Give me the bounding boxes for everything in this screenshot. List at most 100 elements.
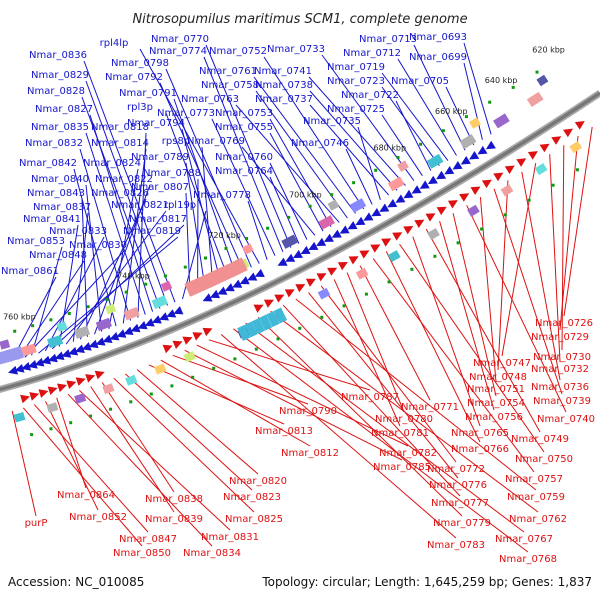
reverse-label-line [501, 163, 537, 357]
reverse-gene-arrow [414, 219, 425, 228]
misc-feature-dot [89, 414, 92, 418]
forward-gene-arrow [300, 245, 311, 254]
feature-block [123, 306, 140, 321]
feature-block [536, 74, 549, 87]
reverse-gene-arrow [57, 383, 67, 393]
forward-gene-arrow [379, 203, 390, 212]
reverse-label-line [549, 154, 561, 363]
misc-feature-dot [49, 318, 53, 322]
genome-summary-text: Topology: circular; Length: 1,645,259 bp… [261, 575, 592, 589]
reverse-gene-label: Nmar_0852 [69, 512, 127, 523]
reverse-label-line [308, 292, 459, 479]
forward-label-line [137, 132, 147, 318]
forward-label-line [73, 168, 117, 327]
reverse-gene-label: Nmar_0839 [145, 514, 203, 525]
forward-gene-label: Nmar_0814 [91, 138, 149, 149]
forward-gene-arrow [239, 276, 250, 285]
reverse-label-line [172, 354, 309, 405]
kbp-tick: 700 kbp [289, 190, 322, 199]
forward-gene-label: rpl19p [164, 200, 196, 211]
kbp-tick-label: 660 kbp [435, 107, 468, 116]
misc-feature-dot [69, 421, 73, 425]
reverse-label-line [563, 126, 593, 317]
feature-block [184, 280, 199, 297]
misc-feature-dot [124, 290, 128, 294]
reverse-label-line [125, 373, 253, 491]
kbp-tick: 660 kbp [435, 107, 468, 116]
reverse-label-line [425, 228, 541, 433]
reverse-gene-label: Nmar_0726 [535, 318, 593, 329]
reverse-gene-arrow [38, 389, 49, 398]
forward-gene-arrow [477, 145, 488, 155]
forward-gene-arrow [34, 357, 45, 367]
forward-label-line [185, 162, 206, 289]
misc-feature-dot [419, 142, 423, 146]
reverse-label-line [559, 136, 579, 331]
misc-feature-dot [191, 375, 195, 379]
forward-gene-arrow [452, 161, 463, 170]
forward-gene-label: Nmar_0829 [31, 70, 89, 81]
forward-gene-label: Nmar_0788 [143, 168, 201, 179]
forward-gene-arrow [403, 189, 414, 199]
feature-block [212, 267, 227, 285]
forward-label-line [463, 62, 483, 140]
reverse-label-line [257, 316, 463, 517]
forward-gene-label: Nmar_0818 [91, 122, 149, 133]
forward-gene-arrow [8, 365, 18, 375]
forward-gene-label: Nmar_0741 [254, 66, 312, 77]
feature-block [46, 402, 59, 413]
forward-gene-label: Nmar_0789 [131, 152, 189, 163]
forward-gene-label: Nmar_0760 [215, 152, 273, 163]
kbp-tick-label: 620 kbp [532, 46, 565, 55]
reverse-gene-label: Nmar_0783 [427, 540, 485, 551]
reverse-gene-arrow [392, 232, 403, 241]
forward-label-line [211, 118, 276, 256]
feature-block [397, 160, 409, 172]
feature-block [526, 91, 544, 107]
reverse-gene-label: Nmar_0739 [533, 396, 591, 407]
feature-block [327, 199, 340, 211]
forward-label-line [445, 86, 475, 146]
misc-feature-dot [105, 298, 109, 302]
feature-block [125, 374, 138, 386]
forward-label-line [247, 200, 268, 260]
feature-block [534, 163, 548, 176]
reverse-gene-arrow [447, 200, 458, 209]
reverse-gene-label: Nmar_0782 [379, 448, 437, 459]
reverse-gene-label: Nmar_0766 [451, 444, 509, 455]
misc-feature-dot [535, 70, 539, 74]
forward-gene-arrow [444, 166, 455, 175]
kbp-tick-label: 680 kbp [373, 144, 406, 153]
feature-block [226, 260, 241, 278]
kbp-tick-label: 700 kbp [289, 190, 322, 199]
feature-block [151, 295, 168, 309]
feature-block [251, 318, 265, 335]
forward-gene-label: Nmar_0705 [391, 76, 449, 87]
misc-feature-dot [86, 305, 90, 309]
reverse-gene-label: Nmar_0730 [533, 352, 591, 363]
forward-gene-label: Nmar_0848 [29, 250, 87, 261]
reverse-gene-arrow [316, 273, 327, 282]
reverse-gene-label: Nmar_0765 [451, 428, 509, 439]
forward-label-line [255, 90, 348, 219]
forward-gene-arrow [217, 286, 228, 295]
reverse-gene-arrow [425, 213, 436, 222]
forward-gene-label: Nmar_0725 [327, 104, 385, 115]
reverse-label-line [233, 328, 529, 553]
feature-block [198, 274, 213, 291]
forward-label-line [122, 148, 147, 324]
forward-gene-arrow [21, 362, 32, 371]
forward-gene-arrow [47, 353, 58, 363]
misc-feature-dot [233, 357, 237, 361]
reverse-label-line [78, 390, 231, 531]
reverse-label-line [439, 221, 495, 411]
misc-feature-dot [31, 324, 35, 328]
forward-gene-label: Nmar_0824 [83, 158, 141, 169]
map-title: Nitrosopumilus maritimus SCM1, complete … [132, 12, 467, 27]
misc-feature-dot [67, 312, 71, 315]
misc-feature-dot [170, 384, 174, 388]
forward-gene-arrow [469, 151, 480, 160]
forward-gene-label: Nmar_0699 [409, 52, 467, 63]
reverse-label-line [493, 188, 563, 395]
forward-label-line [65, 210, 167, 345]
